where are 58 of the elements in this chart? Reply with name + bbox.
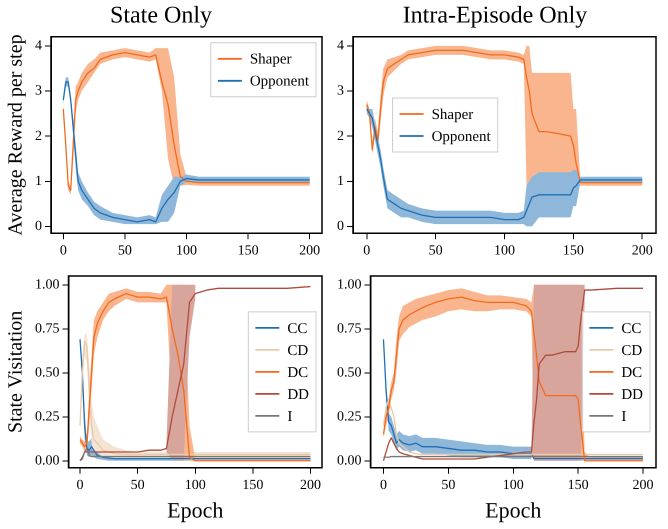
y-tick-label: 2 bbox=[337, 128, 344, 144]
legend-label: CC bbox=[621, 320, 642, 337]
legend-label: DD bbox=[287, 386, 310, 403]
legend-label: Shaper bbox=[432, 106, 474, 123]
y-tick-label: 3 bbox=[35, 84, 42, 99]
x-tick-label: 50 bbox=[130, 478, 145, 493]
x-tick-label: 50 bbox=[441, 478, 456, 493]
x-tick-label: 200 bbox=[300, 478, 321, 493]
y-axis-title: Average Reward per step bbox=[4, 34, 26, 236]
x-tick-label: 0 bbox=[76, 478, 84, 493]
y-tick-label: 3 bbox=[337, 84, 344, 99]
y-tick-label: 0.25 bbox=[337, 409, 362, 424]
x-tick-label: 100 bbox=[494, 243, 515, 258]
legend-label: Opponent bbox=[432, 128, 492, 145]
x-tick-label: 200 bbox=[632, 243, 653, 258]
x-tick-label: 150 bbox=[238, 243, 259, 258]
x-tick-label: 100 bbox=[184, 478, 206, 493]
y-tick-label: 0.00 bbox=[35, 453, 60, 468]
y-tick-label: 2 bbox=[35, 128, 42, 144]
y-tick-label: 1 bbox=[337, 174, 344, 189]
y-tick-label: 4 bbox=[35, 38, 42, 54]
y-tick-label: 1.00 bbox=[35, 277, 60, 292]
legend-label: DD bbox=[621, 386, 644, 403]
legend-label: CC bbox=[287, 320, 308, 337]
y-tick-label: 0.25 bbox=[35, 409, 60, 424]
chart-title: State Only bbox=[110, 2, 212, 29]
x-axis-title: Epoch bbox=[167, 498, 224, 523]
y-tick-label: 4 bbox=[337, 38, 344, 54]
x-tick-label: 150 bbox=[562, 243, 584, 258]
y-tick-label: 0 bbox=[337, 219, 344, 234]
y-tick-label: 1.00 bbox=[337, 277, 362, 292]
x-tick-label: 50 bbox=[428, 243, 443, 258]
x-axis-title: Epoch bbox=[485, 498, 542, 523]
legend-label: I bbox=[621, 408, 626, 425]
legend-label: DC bbox=[621, 364, 642, 381]
x-tick-label: 100 bbox=[176, 243, 197, 258]
legend-label: Shaper bbox=[250, 52, 292, 68]
legend-label: CD bbox=[287, 342, 308, 359]
x-tick-label: 100 bbox=[502, 478, 524, 493]
y-tick-label: 0.50 bbox=[35, 365, 60, 380]
x-tick-label: 200 bbox=[632, 478, 654, 493]
x-tick-label: 200 bbox=[299, 243, 320, 258]
y-tick-label: 0.75 bbox=[35, 321, 60, 336]
x-tick-label: 0 bbox=[380, 478, 387, 493]
legend-label: Opponent bbox=[250, 74, 310, 90]
y-tick-label: 0 bbox=[35, 219, 42, 234]
y-tick-label: 0.75 bbox=[337, 321, 362, 336]
y-axis-title: State Visitation bbox=[4, 310, 26, 434]
legend-label: DC bbox=[287, 364, 308, 381]
legend-label: CD bbox=[621, 342, 642, 359]
y-tick-label: 0.50 bbox=[337, 365, 362, 380]
legend-label: I bbox=[287, 408, 292, 425]
y-tick-label: 1 bbox=[35, 174, 42, 189]
chart-title: Intra-Episode Only bbox=[402, 2, 588, 29]
x-tick-label: 150 bbox=[568, 478, 589, 493]
y-tick-label: 0.00 bbox=[337, 453, 362, 468]
x-tick-label: 150 bbox=[242, 478, 264, 493]
x-tick-label: 50 bbox=[118, 243, 132, 258]
